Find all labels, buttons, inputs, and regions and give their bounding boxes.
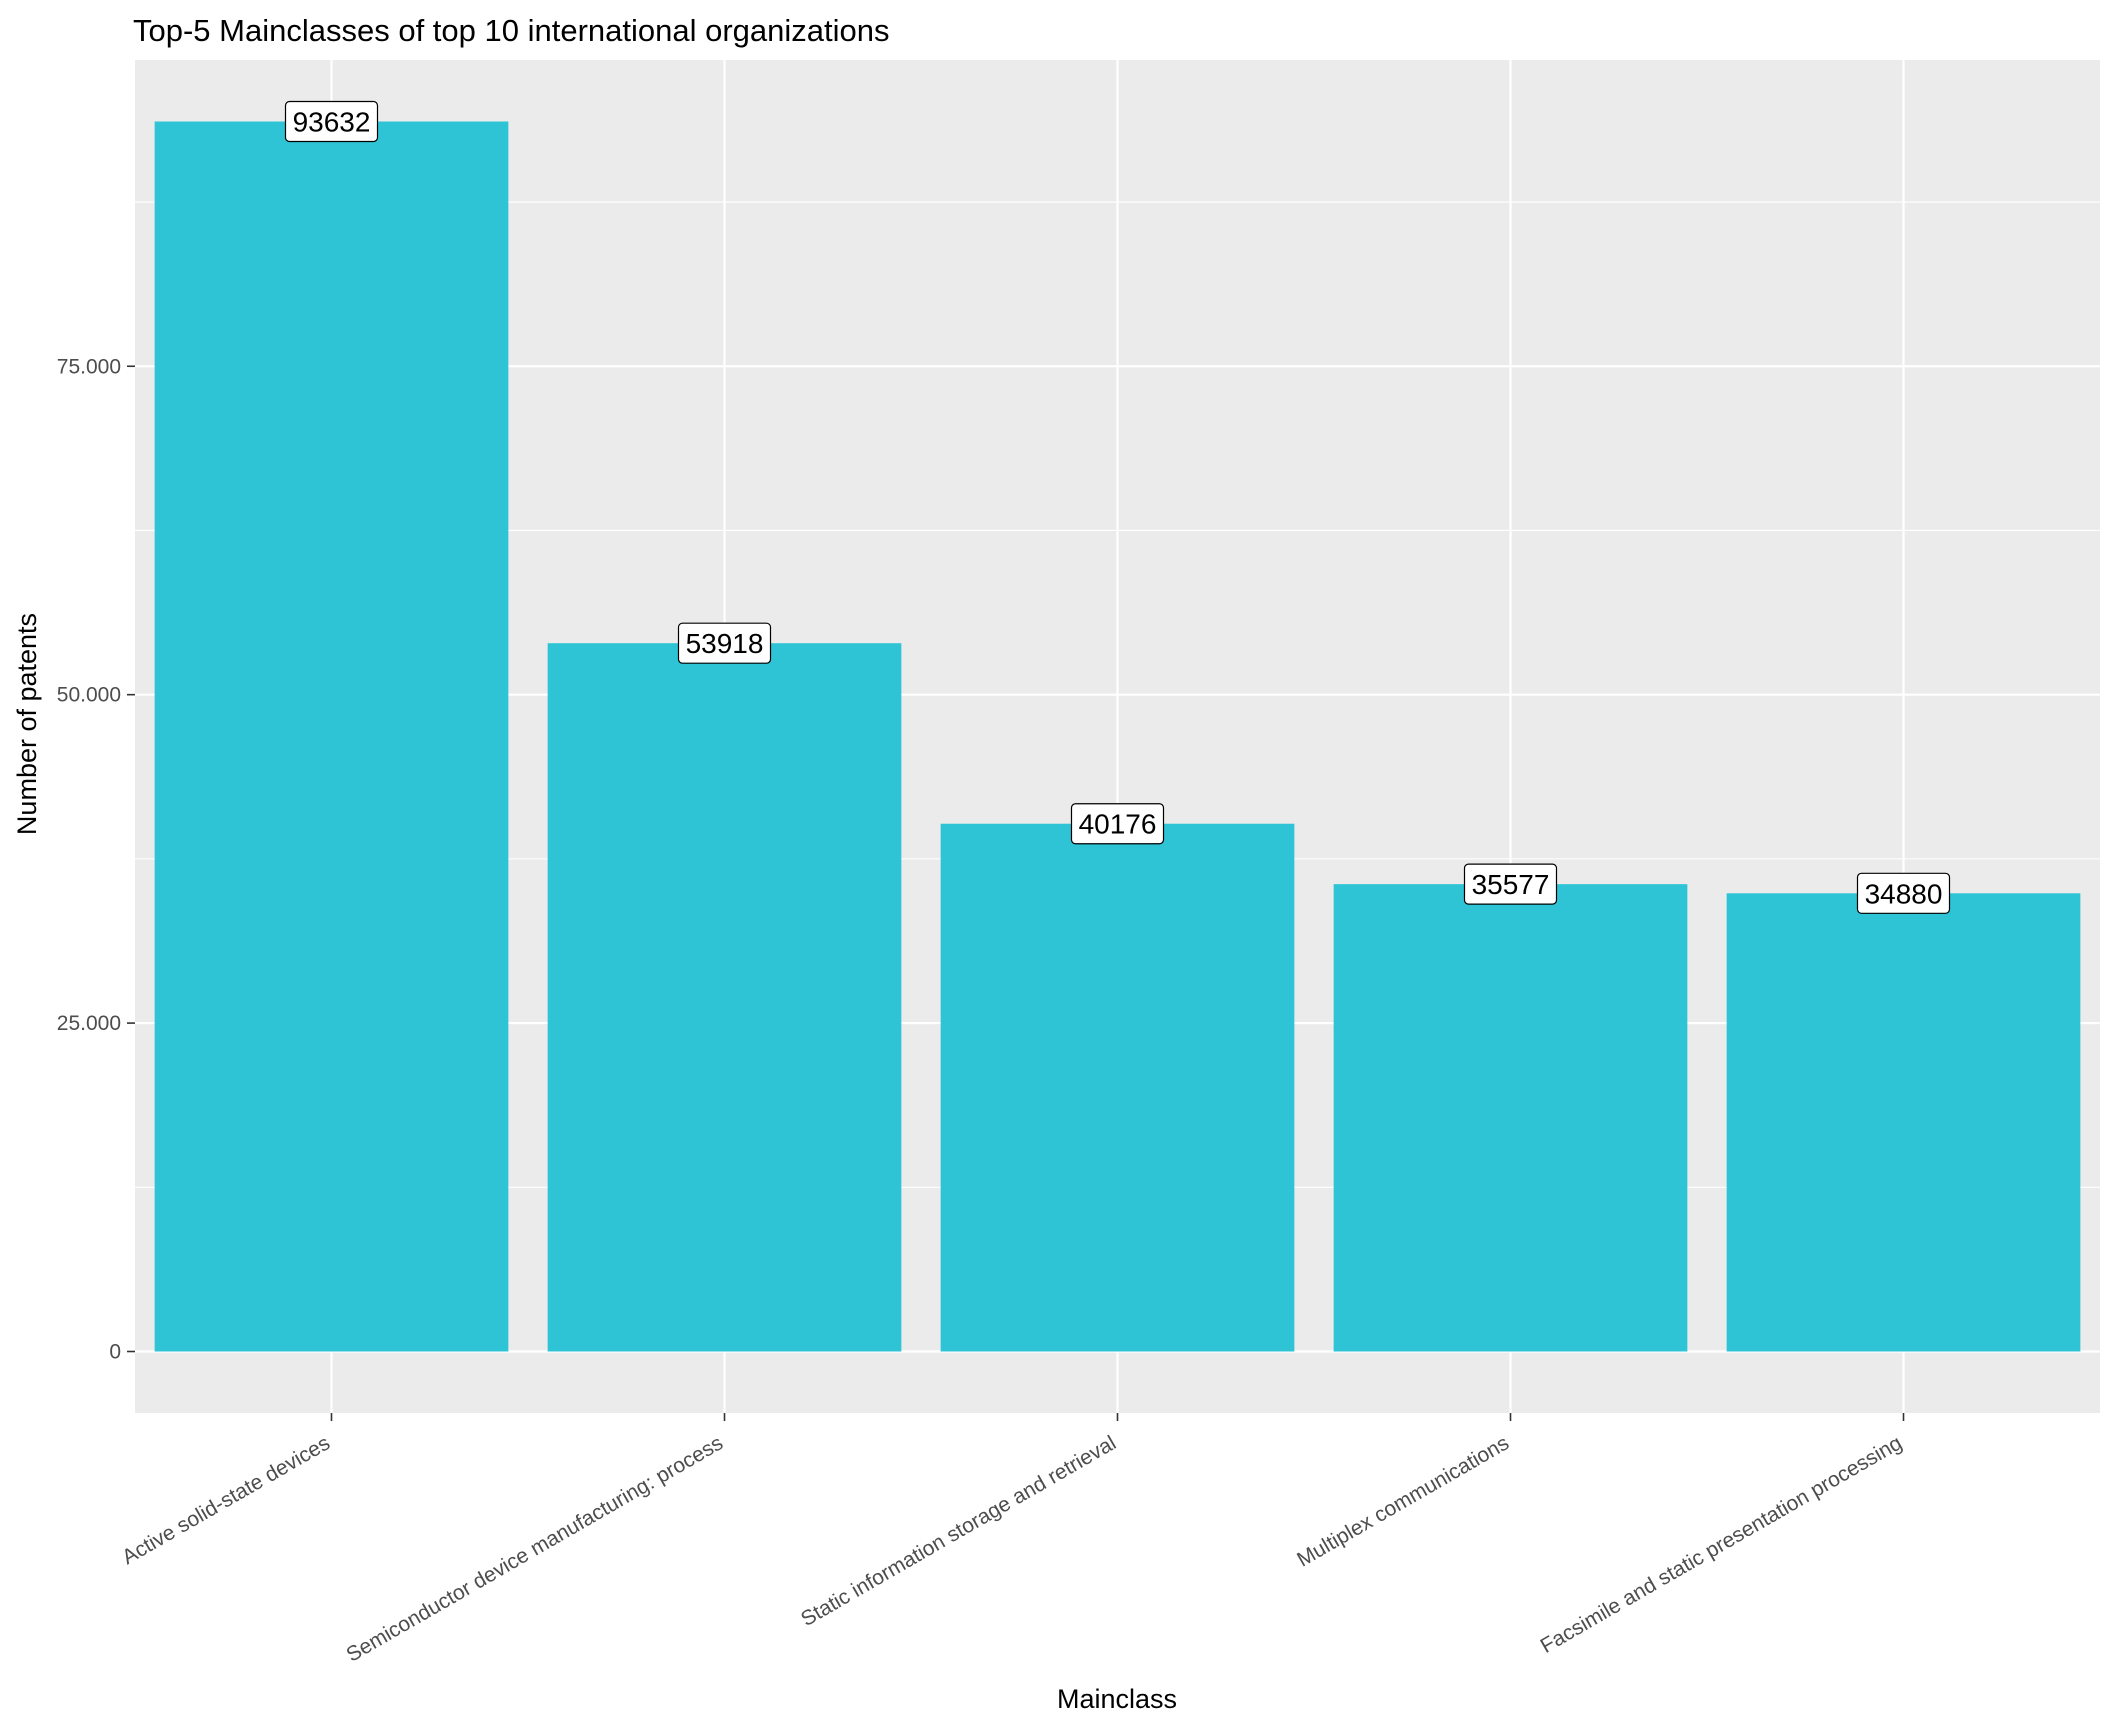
bars <box>154 121 2081 1352</box>
data-label: 53918 <box>677 622 772 664</box>
data-label-text: 40176 <box>1079 809 1157 840</box>
y-axis-title: Number of patents <box>12 613 42 835</box>
data-label-box <box>1070 803 1165 845</box>
data-label-box <box>677 622 772 664</box>
bar <box>154 121 509 1352</box>
data-label-box <box>1856 872 1951 914</box>
y-tick-label: 0 <box>109 1341 121 1364</box>
y-axis-ticks: 0 25.000 50.000 75.000 <box>57 355 135 1364</box>
x-tick-label: Facsimile and static presentation proces… <box>1537 1431 1906 1658</box>
bar <box>940 823 1295 1352</box>
x-axis-ticks: Active solid-state devices Semiconductor … <box>118 1413 1906 1667</box>
y-tick-label: 25.000 <box>57 1012 121 1035</box>
y-tick-label: 50.000 <box>57 684 121 707</box>
x-tick-label: Static information storage and retrieval <box>797 1431 1120 1631</box>
data-label: 35577 <box>1463 863 1558 905</box>
y-tick-label: 75.000 <box>57 355 121 378</box>
x-tick-label: Multiplex communications <box>1293 1431 1513 1571</box>
data-label: 40176 <box>1070 803 1165 845</box>
data-label-box <box>284 100 379 143</box>
bar <box>1333 884 1688 1352</box>
x-tick-label: Active solid-state devices <box>118 1431 334 1569</box>
bar <box>1726 893 2081 1352</box>
data-label-text: 34880 <box>1865 878 1943 909</box>
data-labels: 93632 53918 40176 35577 34880 <box>284 100 1951 914</box>
data-label: 93632 <box>284 100 379 143</box>
data-label-text: 93632 <box>293 107 371 138</box>
data-label-text: 53918 <box>686 628 764 659</box>
data-label-text: 35577 <box>1472 869 1550 900</box>
x-tick-label: Semiconductor device manufacturing: proc… <box>342 1431 727 1666</box>
x-axis-title: Mainclass <box>1057 1684 1177 1714</box>
data-label: 34880 <box>1856 872 1951 914</box>
data-label-box <box>1463 863 1558 905</box>
chart-title: Top-5 Mainclasses of top 10 internationa… <box>133 13 890 48</box>
bar <box>547 643 902 1352</box>
